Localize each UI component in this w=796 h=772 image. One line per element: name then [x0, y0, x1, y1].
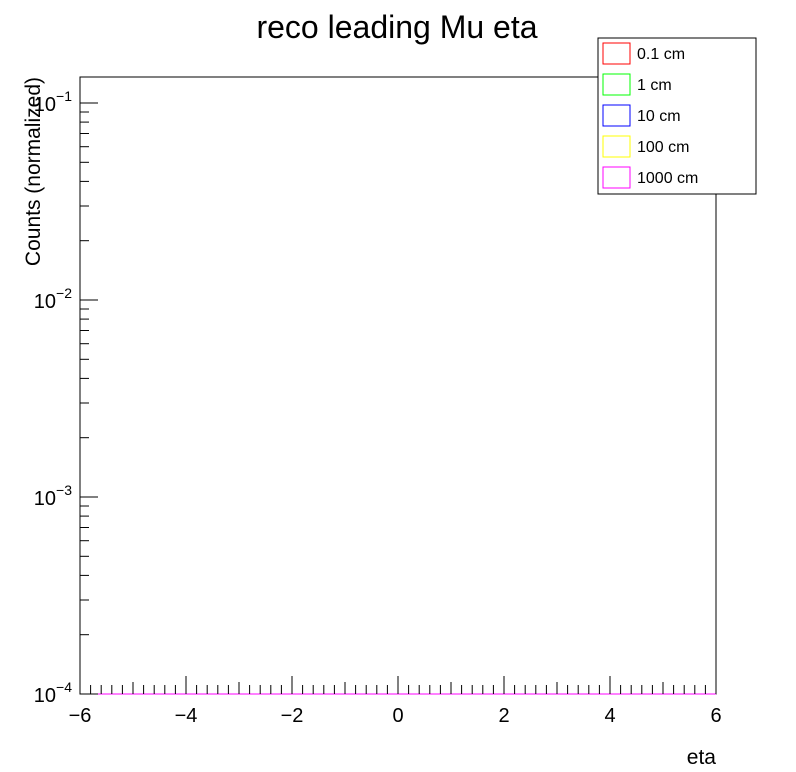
x-tick-label: 2: [498, 705, 509, 727]
chart-title: reco leading Mu eta: [256, 9, 537, 45]
x-tick-label: −4: [175, 705, 198, 727]
legend-swatch: [602, 73, 631, 96]
x-tick-label: 4: [604, 705, 615, 727]
legend-entry-label: 0.1 cm: [637, 46, 685, 63]
y-tick-label: 10−1: [34, 88, 72, 116]
legend-entry-label: 10 cm: [637, 108, 681, 125]
y-axis: 10−4 10−3 10−2 10−1: [34, 88, 98, 707]
legend-entry-label: 1000 cm: [637, 170, 698, 187]
x-tick-label: −6: [69, 705, 92, 727]
legend-swatch: [602, 166, 631, 189]
x-tick-label: −2: [281, 705, 304, 727]
y-axis-label: Counts (normalized): [22, 77, 45, 266]
y-tick-label: 10−4: [34, 679, 72, 707]
legend: 0.1 cm 1 cm 10 cm 100 cm 1000 cm: [597, 37, 757, 195]
legend-entry-label: 1 cm: [637, 77, 672, 94]
x-tick-label: 0: [392, 705, 403, 727]
legend-swatch: [602, 135, 631, 158]
x-axis: −6 −4 −2 0 2 4 6: [69, 676, 722, 727]
x-tick-label: 6: [710, 705, 721, 727]
x-axis-label: eta: [687, 746, 717, 769]
y-tick-label: 10−2: [34, 285, 72, 313]
legend-swatch: [602, 104, 631, 127]
y-tick-label: 10−3: [34, 482, 72, 510]
legend-swatch: [602, 42, 631, 65]
legend-entry-label: 100 cm: [637, 139, 689, 156]
